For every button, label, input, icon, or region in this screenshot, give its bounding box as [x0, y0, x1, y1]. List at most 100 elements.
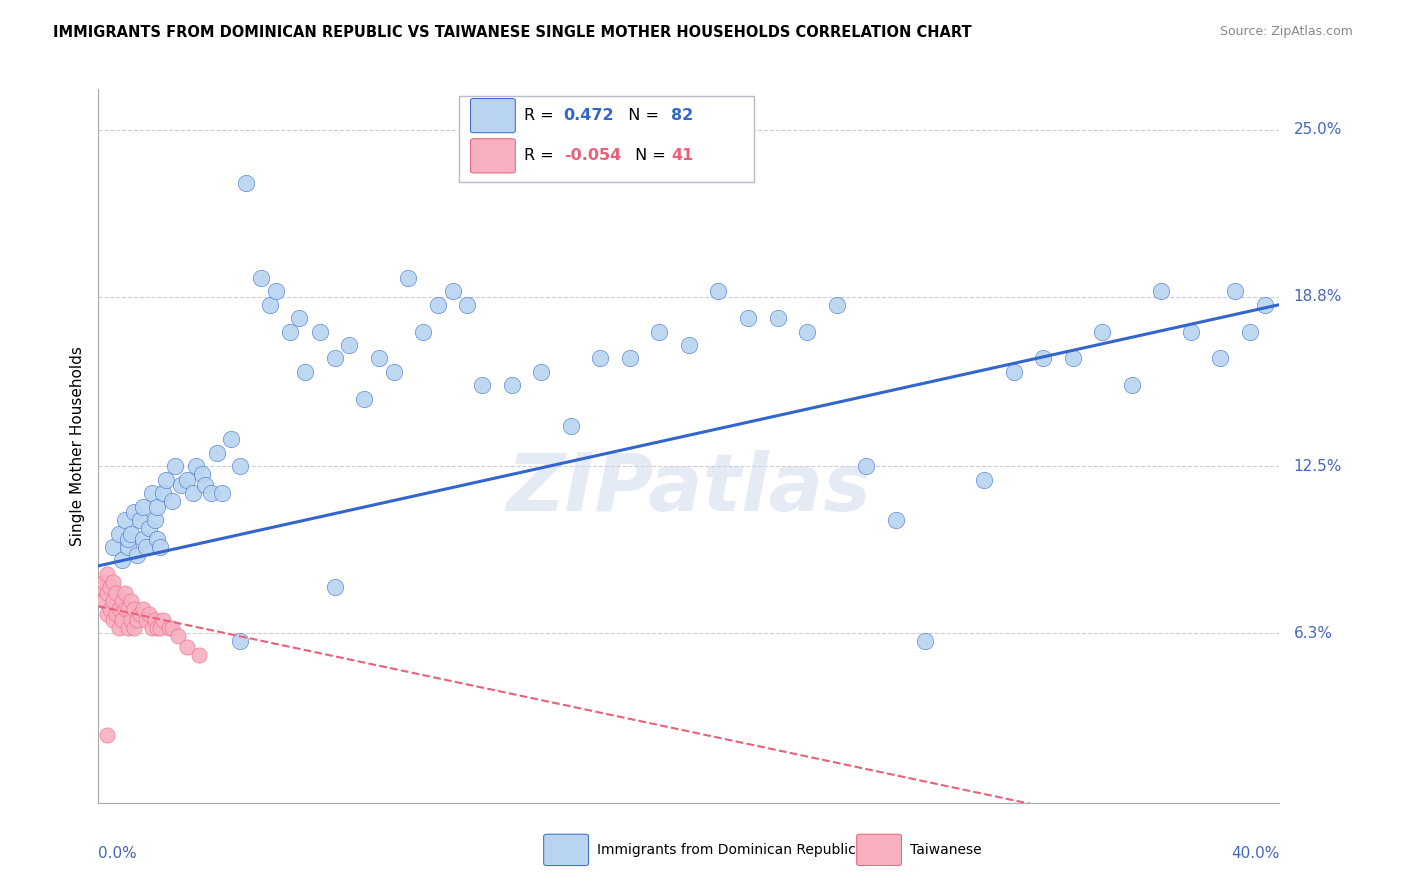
Point — [105, 607, 128, 622]
Point — [117, 540, 139, 554]
Point — [146, 532, 169, 546]
Point — [250, 270, 273, 285]
Point — [1121, 378, 1143, 392]
Point — [132, 602, 155, 616]
Point — [125, 613, 148, 627]
FancyBboxPatch shape — [471, 98, 516, 133]
Point — [96, 607, 118, 622]
Point — [427, 298, 450, 312]
Point — [1225, 284, 1247, 298]
Point — [135, 613, 157, 627]
Text: IMMIGRANTS FROM DOMINICAN REPUBLIC VS TAIWANESE SINGLE MOTHER HOUSEHOLDS CORRELA: IMMIGRANTS FROM DOMINICAN REPUBLIC VS TA… — [53, 25, 972, 40]
Point — [90, 580, 112, 594]
Point — [162, 621, 183, 635]
Point — [120, 594, 142, 608]
Point — [530, 365, 553, 379]
Text: 41: 41 — [671, 148, 693, 163]
Point — [146, 621, 169, 635]
Point — [353, 392, 375, 406]
Point — [1062, 351, 1084, 366]
Point — [143, 613, 166, 627]
Text: Taiwanese: Taiwanese — [910, 843, 981, 857]
FancyBboxPatch shape — [856, 834, 901, 865]
Point — [229, 459, 252, 474]
Point — [117, 602, 139, 616]
Point — [167, 629, 190, 643]
Point — [132, 532, 155, 546]
Point — [103, 613, 125, 627]
Point — [264, 284, 287, 298]
Point — [471, 378, 494, 392]
Point — [914, 634, 936, 648]
Text: R =: R = — [523, 148, 558, 163]
Point — [155, 473, 177, 487]
Point — [93, 574, 115, 589]
Point — [825, 298, 848, 312]
Text: 82: 82 — [671, 108, 693, 123]
Point — [382, 365, 405, 379]
Point — [96, 586, 118, 600]
Point — [181, 486, 204, 500]
Point — [235, 177, 257, 191]
Point — [128, 607, 150, 622]
Point — [120, 613, 142, 627]
Text: 12.5%: 12.5% — [1294, 458, 1341, 474]
Point — [176, 473, 198, 487]
Point — [194, 478, 217, 492]
Point — [141, 486, 163, 500]
Point — [368, 351, 391, 366]
Point — [191, 467, 214, 482]
Point — [323, 580, 346, 594]
Point — [678, 338, 700, 352]
Point — [149, 540, 172, 554]
Text: R =: R = — [523, 108, 558, 123]
Point — [162, 494, 183, 508]
Point — [280, 325, 302, 339]
Point — [111, 613, 134, 627]
Point — [122, 602, 145, 616]
FancyBboxPatch shape — [544, 834, 589, 865]
Point — [114, 602, 136, 616]
Text: Source: ZipAtlas.com: Source: ZipAtlas.com — [1219, 25, 1353, 38]
Point — [187, 648, 209, 662]
Point — [141, 621, 163, 635]
Text: 6.3%: 6.3% — [1294, 625, 1333, 640]
Point — [1180, 325, 1202, 339]
Point — [294, 365, 316, 379]
Text: N =: N = — [619, 108, 664, 123]
Point — [766, 311, 789, 326]
Point — [288, 311, 311, 326]
Point — [707, 284, 730, 298]
Point — [165, 459, 187, 474]
Point — [176, 640, 198, 654]
Point — [441, 284, 464, 298]
Point — [501, 378, 523, 392]
Point — [205, 446, 228, 460]
Point — [1002, 365, 1025, 379]
Point — [117, 621, 139, 635]
Point — [855, 459, 877, 474]
Point — [122, 621, 145, 635]
Text: N =: N = — [630, 148, 671, 163]
Point — [211, 486, 233, 500]
Text: 40.0%: 40.0% — [1232, 846, 1279, 861]
FancyBboxPatch shape — [471, 139, 516, 173]
FancyBboxPatch shape — [458, 96, 754, 182]
Text: ZIPatlas: ZIPatlas — [506, 450, 872, 528]
Point — [117, 532, 139, 546]
Point — [108, 526, 131, 541]
Point — [412, 325, 434, 339]
Point — [200, 486, 222, 500]
Point — [796, 325, 818, 339]
Point — [96, 729, 118, 743]
Point — [125, 548, 148, 562]
Point — [619, 351, 641, 366]
Point — [560, 418, 582, 433]
Text: Immigrants from Dominican Republic: Immigrants from Dominican Republic — [596, 843, 856, 857]
Point — [1209, 351, 1232, 366]
Point — [103, 540, 125, 554]
Point — [229, 634, 252, 648]
Point — [323, 351, 346, 366]
Text: 18.8%: 18.8% — [1294, 289, 1341, 304]
Point — [138, 521, 160, 535]
